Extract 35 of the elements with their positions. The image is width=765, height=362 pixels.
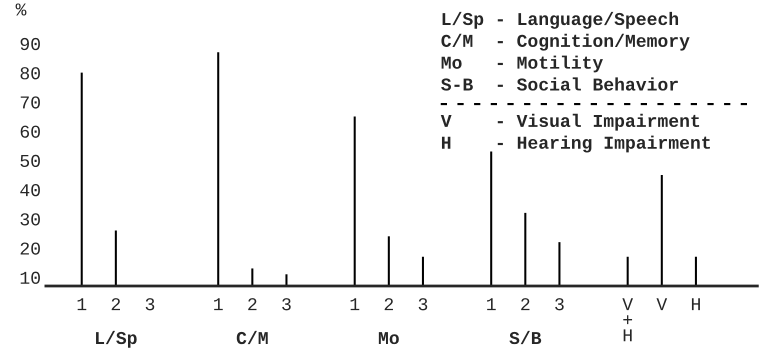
x-tick-label: 1 [214, 298, 223, 310]
text: S/B [509, 330, 542, 344]
x-tick-label: 1 [350, 298, 360, 310]
x-tick-label: 2 [521, 298, 530, 310]
text: Mo [378, 332, 399, 344]
x-tick-label: 3 [418, 298, 428, 310]
x-tick-label: 3 [282, 298, 291, 310]
y-tick-label: 60 [20, 126, 40, 138]
x-tick-label: 3 [555, 298, 564, 310]
y-tick-label: 80 [20, 67, 40, 80]
x-tick-label: 1 [487, 298, 496, 310]
y-tick-label: 20 [20, 242, 40, 255]
text: C/M [236, 330, 268, 344]
y-tick-label: 30 [20, 213, 40, 226]
text: L/Sp [96, 330, 137, 348]
y-axis-title: % [16, 3, 26, 16]
annotation: H - Hearing Impairment [442, 136, 710, 153]
y-tick-label: 70 [20, 96, 40, 109]
x-tick-label: V [656, 298, 668, 310]
x-tick-label: H [692, 298, 700, 310]
annotation: C/M - Cognition/Memory [441, 34, 690, 51]
annotation: V - Visual Impairment [440, 114, 700, 131]
annotation: S-B - Social Behavior [441, 77, 678, 91]
x-tick-label: 2 [248, 298, 256, 310]
x-tick-label: V + H [622, 298, 634, 342]
annotation: Mo - Motility [442, 56, 603, 72]
y-tick-label: 10 [20, 272, 40, 284]
y-tick-label: 50 [20, 154, 40, 168]
y-tick-label: 90 [20, 38, 40, 50]
x-tick-label: 1 [78, 298, 86, 310]
x-tick-label: 2 [112, 298, 120, 310]
y-tick-label: 40 [20, 184, 40, 196]
x-tick-label: 2 [384, 298, 393, 310]
text: L/Sp - Language/Speech [442, 12, 678, 29]
x-tick-label: 3 [146, 298, 154, 310]
